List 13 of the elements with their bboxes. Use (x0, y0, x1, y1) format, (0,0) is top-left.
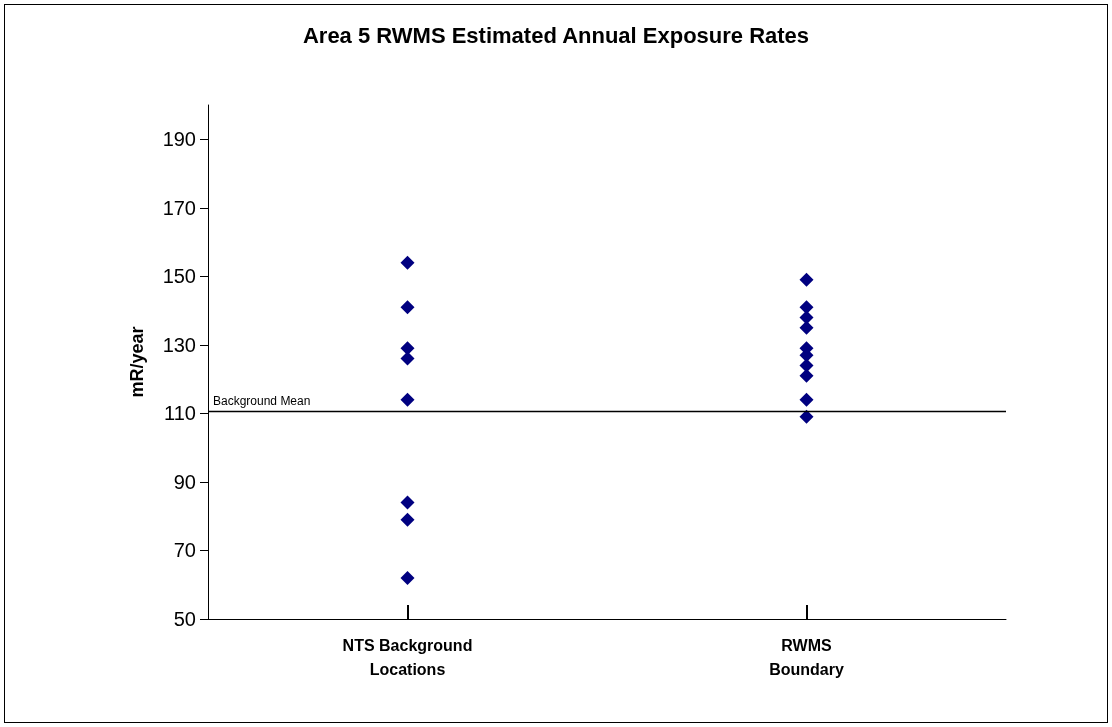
x-tick-label: RWMS Boundary (769, 636, 844, 678)
y-tick-label: 70 (173, 539, 196, 562)
y-tick-label: 90 (173, 470, 196, 493)
chart-title: Area 5 RWMS Estimated Annual Exposure Rates (302, 22, 810, 48)
y-tick-label: 170 (162, 196, 196, 219)
x-tick-label: NTS Background Locations (342, 636, 473, 678)
y-tick-label: 110 (164, 402, 196, 425)
ref-line-label: Background Mean (213, 393, 311, 408)
y-tick-label: 190 (162, 128, 196, 151)
y-tick-label: 150 (162, 265, 196, 288)
y-tick-label: 130 (162, 333, 196, 356)
y-axis-title: mR/year (127, 326, 147, 398)
y-tick-label: 50 (173, 608, 196, 630)
